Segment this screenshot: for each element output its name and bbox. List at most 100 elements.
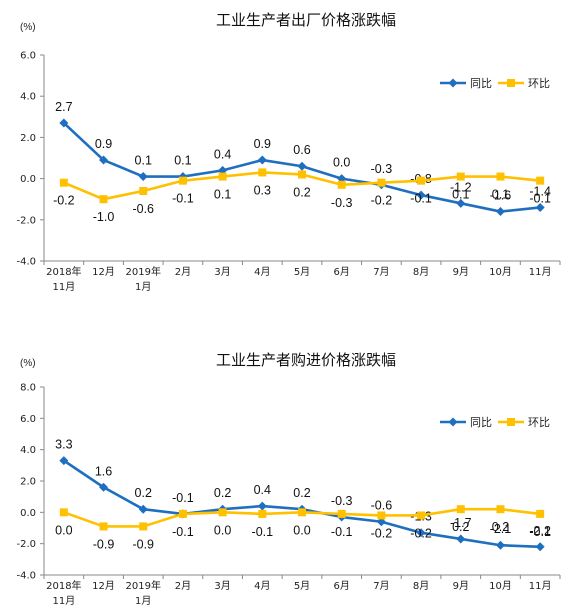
x-tick-label: 2019年 (126, 579, 161, 592)
data-point-mom (258, 509, 267, 518)
x-tick-label: 6月 (334, 580, 350, 592)
x-tick-label: 1月 (135, 281, 151, 293)
data-label: -0.1 (331, 525, 353, 539)
data-point-mom (59, 178, 68, 187)
x-tick-label: 2018年 (46, 579, 81, 592)
data-label: -2.1 (490, 522, 512, 536)
data-label: -0.9 (93, 537, 115, 551)
legend-label: 同比 (470, 77, 492, 90)
data-label: 0.4 (254, 483, 271, 497)
x-tick-label: 9月 (453, 266, 469, 278)
data-label: -0.1 (529, 192, 551, 206)
x-tick-label: 2月 (175, 580, 191, 592)
y-tick-label: 4.0 (20, 92, 36, 103)
data-point-mom (417, 176, 426, 185)
data-label: 0.1 (214, 188, 231, 202)
data-label: -0.2 (371, 194, 393, 208)
data-label: 0.6 (293, 143, 310, 157)
y-tick-label: -2.0 (16, 215, 36, 226)
data-point-mom (377, 511, 386, 520)
data-point-yoy (99, 482, 109, 492)
legend-label: 环比 (528, 416, 550, 429)
x-tick-label: 12月 (92, 580, 115, 592)
chart-input-price: 工业生产者购进价格涨跌幅 (%) 8.0 6.0 4.0 2.0 0.0 -2.0 -4.0 20… (16, 351, 561, 607)
y-tick-label: 2.0 (20, 133, 36, 144)
data-point-yoy (535, 542, 545, 552)
x-tick-label: 11月 (529, 266, 552, 278)
data-point-yoy (99, 155, 109, 165)
data-point-yoy (456, 534, 466, 544)
data-label: -0.1 (252, 525, 274, 539)
data-label: -1.4 (529, 184, 551, 198)
data-label: -1.2 (450, 180, 472, 194)
data-point-yoy (59, 456, 69, 466)
data-label: -1.7 (450, 516, 472, 530)
data-label: -0.1 (172, 192, 194, 206)
y-tick-label: -2.0 (16, 539, 36, 550)
x-tick-label: 6月 (334, 266, 350, 278)
data-point-mom (139, 522, 148, 531)
x-tick-label: 11月 (529, 580, 552, 592)
data-point-mom (178, 509, 187, 518)
y-tick-label: -4.0 (16, 257, 36, 268)
legend-label: 环比 (528, 77, 550, 90)
data-label: 0.1 (492, 188, 509, 202)
data-point-mom (99, 522, 108, 531)
y-tick-label: -4.0 (16, 571, 36, 582)
data-point-yoy (416, 528, 426, 538)
data-point-mom (456, 172, 465, 181)
y-tick-label: 6.0 (20, 51, 36, 62)
data-point-yoy (59, 118, 69, 128)
legend-label: 同比 (470, 416, 492, 429)
data-point-yoy (257, 501, 267, 511)
data-label: 0.0 (293, 523, 310, 537)
data-label: -0.9 (132, 537, 154, 551)
data-point-mom (99, 195, 108, 204)
data-point-mom (178, 176, 187, 185)
y-unit-label: (%) (20, 22, 36, 33)
data-point-yoy (495, 540, 505, 550)
data-point-mom (298, 170, 306, 179)
x-tick-label: 1月 (135, 595, 151, 607)
data-label: -0.1 (410, 192, 432, 206)
y-unit-label: (%) (20, 358, 36, 369)
x-tick-label: 5月 (294, 266, 310, 278)
data-point-mom (496, 172, 505, 181)
x-tick-label: 9月 (453, 580, 469, 592)
data-point-mom (139, 186, 148, 195)
x-tick-label: 4月 (254, 266, 270, 278)
data-point-yoy (416, 190, 426, 200)
data-point-mom (377, 178, 386, 187)
data-label: -0.2 (371, 526, 393, 540)
x-tick-label: 3月 (214, 580, 230, 592)
data-point-yoy (257, 155, 267, 165)
chart-output-price: 工业生产者出厂价格涨跌幅 (%) 6.0 4.0 2.0 0.0 -2.0 -4.0 2018年… (16, 11, 561, 293)
data-label: 0.2 (214, 486, 231, 500)
data-label: -0.1 (172, 491, 194, 505)
data-point-mom (337, 180, 346, 189)
data-point-yoy (535, 202, 545, 212)
legend-marker (507, 79, 515, 87)
y-tick-label: 6.0 (20, 414, 36, 425)
legend-marker (448, 78, 458, 88)
x-tick-label: 4月 (254, 580, 270, 592)
data-label: -2.2 (529, 524, 551, 538)
chart-title: 工业生产者购进价格涨跌幅 (216, 351, 396, 369)
data-point-mom (258, 168, 267, 177)
y-tick-label: 4.0 (20, 445, 36, 456)
y-tick-label: 0.0 (20, 174, 36, 185)
x-tick-label: 8月 (413, 580, 429, 592)
data-label: -1.0 (93, 210, 115, 224)
data-label: -0.2 (410, 526, 432, 540)
chart-title: 工业生产者出厂价格涨跌幅 (216, 11, 396, 29)
data-point-yoy (138, 172, 148, 182)
x-tick-label: 11月 (52, 595, 75, 607)
x-tick-label: 5月 (294, 580, 310, 592)
data-label: 0.0 (214, 523, 231, 537)
data-point-yoy (456, 198, 466, 208)
x-tick-label: 3月 (214, 266, 230, 278)
data-point-mom (536, 176, 545, 185)
data-point-mom (218, 172, 227, 181)
data-point-mom (337, 509, 346, 518)
legend-marker (507, 418, 515, 426)
